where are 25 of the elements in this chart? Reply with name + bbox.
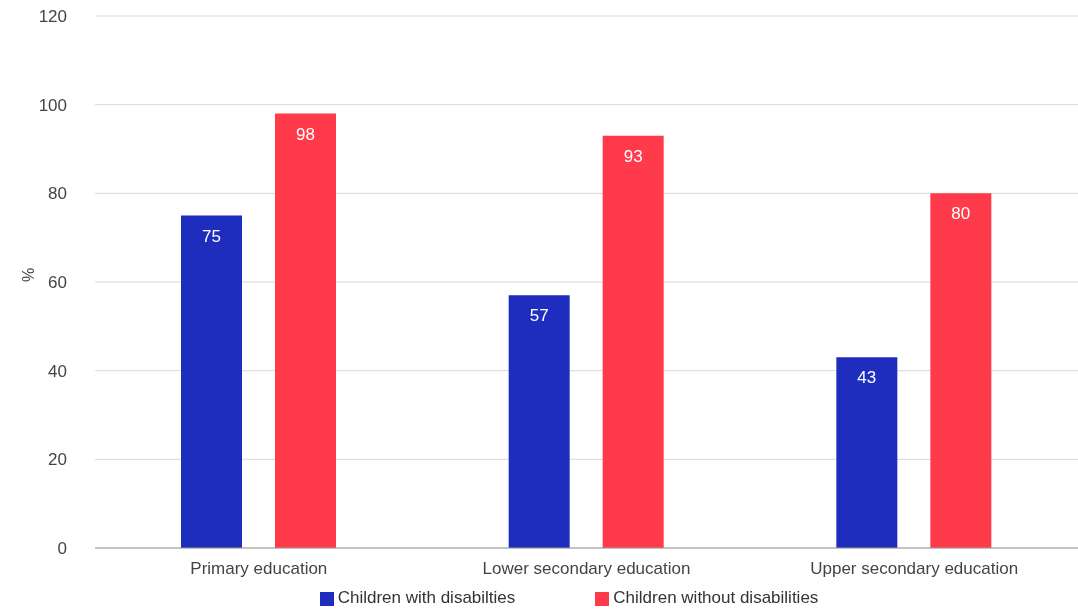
legend-label: Children without disabilities [613,588,819,607]
y-tick-label: 120 [38,7,67,27]
data-label: 57 [529,306,549,326]
bar [181,215,242,548]
data-label: 93 [623,146,643,166]
legend-label: Children with disabilties [337,588,516,607]
y-tick-label: 40 [48,361,67,381]
x-tick-label: Lower secondary education [482,559,691,579]
bar [602,135,664,548]
x-tick-label: Upper secondary education [810,559,1019,579]
y-tick-label: 60 [48,273,67,293]
x-tick-label: Primary education [190,559,328,579]
y-tick-label: 0 [57,539,67,559]
y-tick-label: 80 [48,184,67,204]
bar [275,113,336,548]
y-tick-label: 100 [38,95,67,115]
bar [508,295,570,548]
data-label: 98 [296,124,315,144]
bar [930,193,992,548]
y-tick-label: 20 [48,450,67,470]
data-label: 75 [202,226,221,246]
y-axis-title: % [19,267,37,282]
data-label: 43 [857,368,877,388]
bar [836,357,898,548]
data-label: 80 [951,204,971,224]
